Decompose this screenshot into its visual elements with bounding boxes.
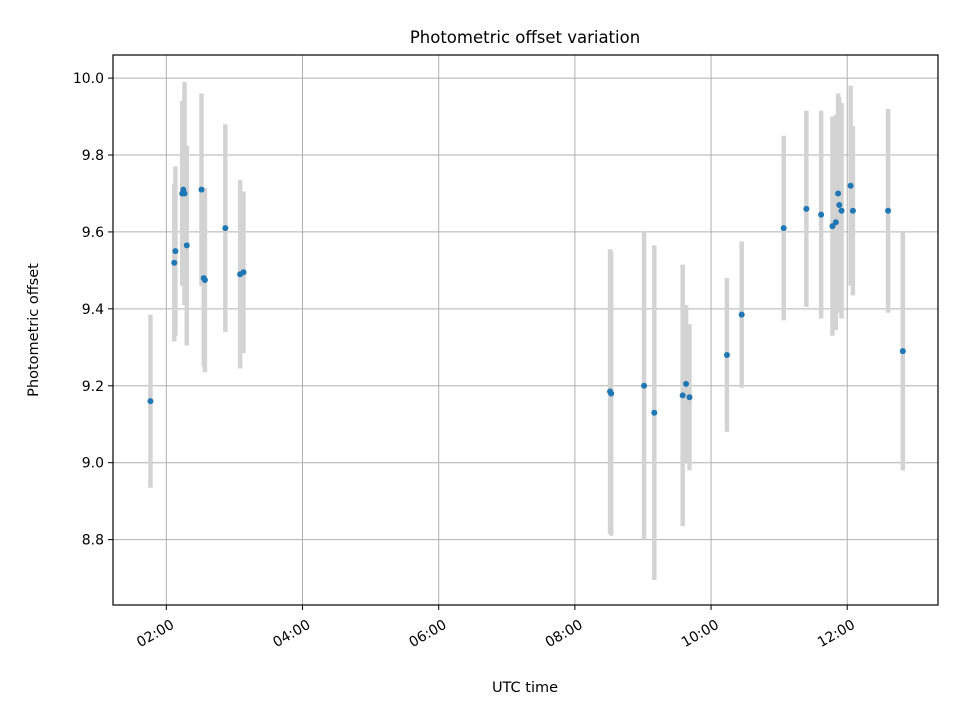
data-point [201,277,208,283]
x-axis-label: UTC time [492,680,558,696]
data-point [899,348,906,355]
data-point [183,242,190,249]
data-point [818,211,825,218]
data-point [723,352,730,358]
data-point [608,390,615,397]
data-point [171,259,178,266]
data-point [240,269,247,276]
data-points [147,182,906,416]
data-point [172,248,179,255]
data-point [679,392,686,399]
y-tick-label: 9.4 [82,302,104,318]
y-tick-label: 10.0 [73,71,104,87]
y-axis-label: Photometric offset [26,263,42,397]
data-point [683,380,690,387]
data-point [803,205,810,212]
data-point [849,207,856,214]
data-point [838,207,845,214]
y-tick-label: 9.8 [82,148,104,164]
plot-frame [112,54,939,606]
data-point [835,190,842,197]
data-point [836,202,843,208]
data-point [847,182,854,189]
data-point [198,186,205,193]
y-tick-label: 9.2 [82,379,104,395]
data-point [222,225,229,232]
y-tick-label: 8.8 [82,533,104,549]
data-point [651,409,658,416]
y-tick-label: 9.0 [82,456,104,472]
data-point [885,207,892,214]
data-point [181,190,188,197]
y-tick-label: 9.6 [82,225,104,241]
data-point [641,382,648,389]
data-point [829,223,836,230]
data-point [686,394,693,401]
data-point [738,311,745,318]
data-point [780,225,787,232]
chart-title: Photometric offset variation [410,28,640,47]
data-point [147,398,154,405]
data-point [832,219,839,226]
grid [113,55,938,605]
